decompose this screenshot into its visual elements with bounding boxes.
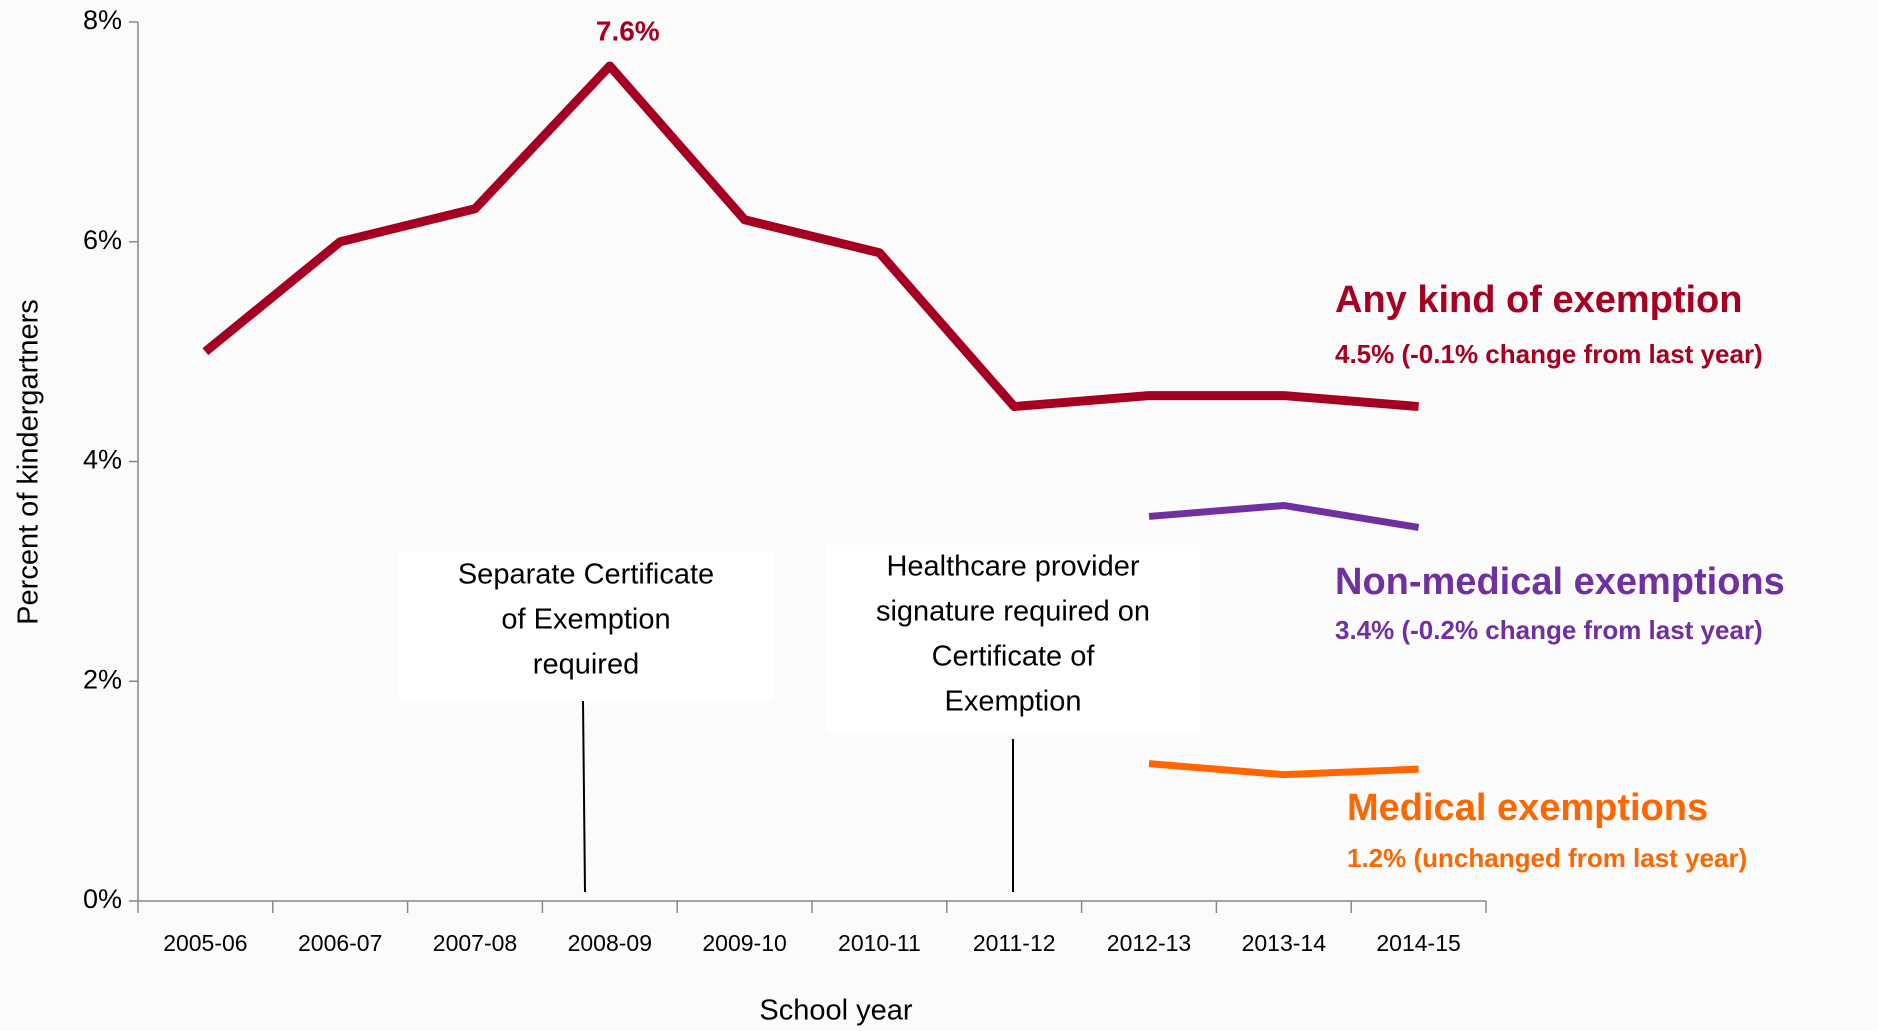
x-tick-label: 2006-07 xyxy=(298,930,382,956)
series-line xyxy=(1148,501,1420,531)
annotation-text: Certificate of xyxy=(932,641,1096,673)
y-tick-label: 6% xyxy=(83,225,122,255)
legend-note: 3.4% (-0.2% change from last year) xyxy=(1335,615,1763,645)
legend-note: 1.2% (unchanged from last year) xyxy=(1347,843,1747,873)
x-tick-label: 2014-15 xyxy=(1376,930,1460,956)
legend-label: Medical exemptions xyxy=(1347,787,1708,829)
x-tick-label: 2011-12 xyxy=(973,930,1056,956)
annotation-text: of Exemption xyxy=(501,604,670,636)
y-axis-label: Percent of kindergartners xyxy=(13,299,45,625)
x-tick-label: 2012-13 xyxy=(1107,930,1191,956)
annotation-line xyxy=(582,700,586,893)
annotation-text: Exemption xyxy=(944,686,1081,718)
annotation-text: required xyxy=(533,649,639,681)
x-tick-label: 2007-08 xyxy=(433,930,517,956)
annotation-text: Healthcare provider xyxy=(886,551,1139,583)
legend-label: Non-medical exemptions xyxy=(1335,561,1785,603)
y-tick-label: 0% xyxy=(83,884,122,914)
annotation-box-bg xyxy=(399,551,773,701)
x-tick-label: 2008-09 xyxy=(568,930,652,956)
y-tick-label: 4% xyxy=(83,445,122,475)
x-tick-label: 2013-14 xyxy=(1242,930,1327,956)
x-tick-label: 2009-10 xyxy=(702,930,786,956)
x-axis-label: School year xyxy=(759,995,912,1027)
legend-note: 4.5% (-0.1% change from last year) xyxy=(1335,339,1763,369)
x-tick-label: 2010-11 xyxy=(838,930,921,956)
annotation-text: Separate Certificate xyxy=(458,559,714,591)
annotation-box-bg xyxy=(826,545,1200,733)
y-tick-label: 2% xyxy=(83,664,122,694)
data-label: 7.6% xyxy=(596,15,660,46)
x-tick-label: 2005-06 xyxy=(163,930,247,956)
annotation-box xyxy=(399,545,1200,893)
y-tick-label: 8% xyxy=(83,5,122,35)
series-line xyxy=(1148,760,1419,779)
annotation-text: signature required on xyxy=(876,596,1150,628)
legend-label: Any kind of exemption xyxy=(1335,279,1742,321)
series-line xyxy=(202,61,1419,412)
